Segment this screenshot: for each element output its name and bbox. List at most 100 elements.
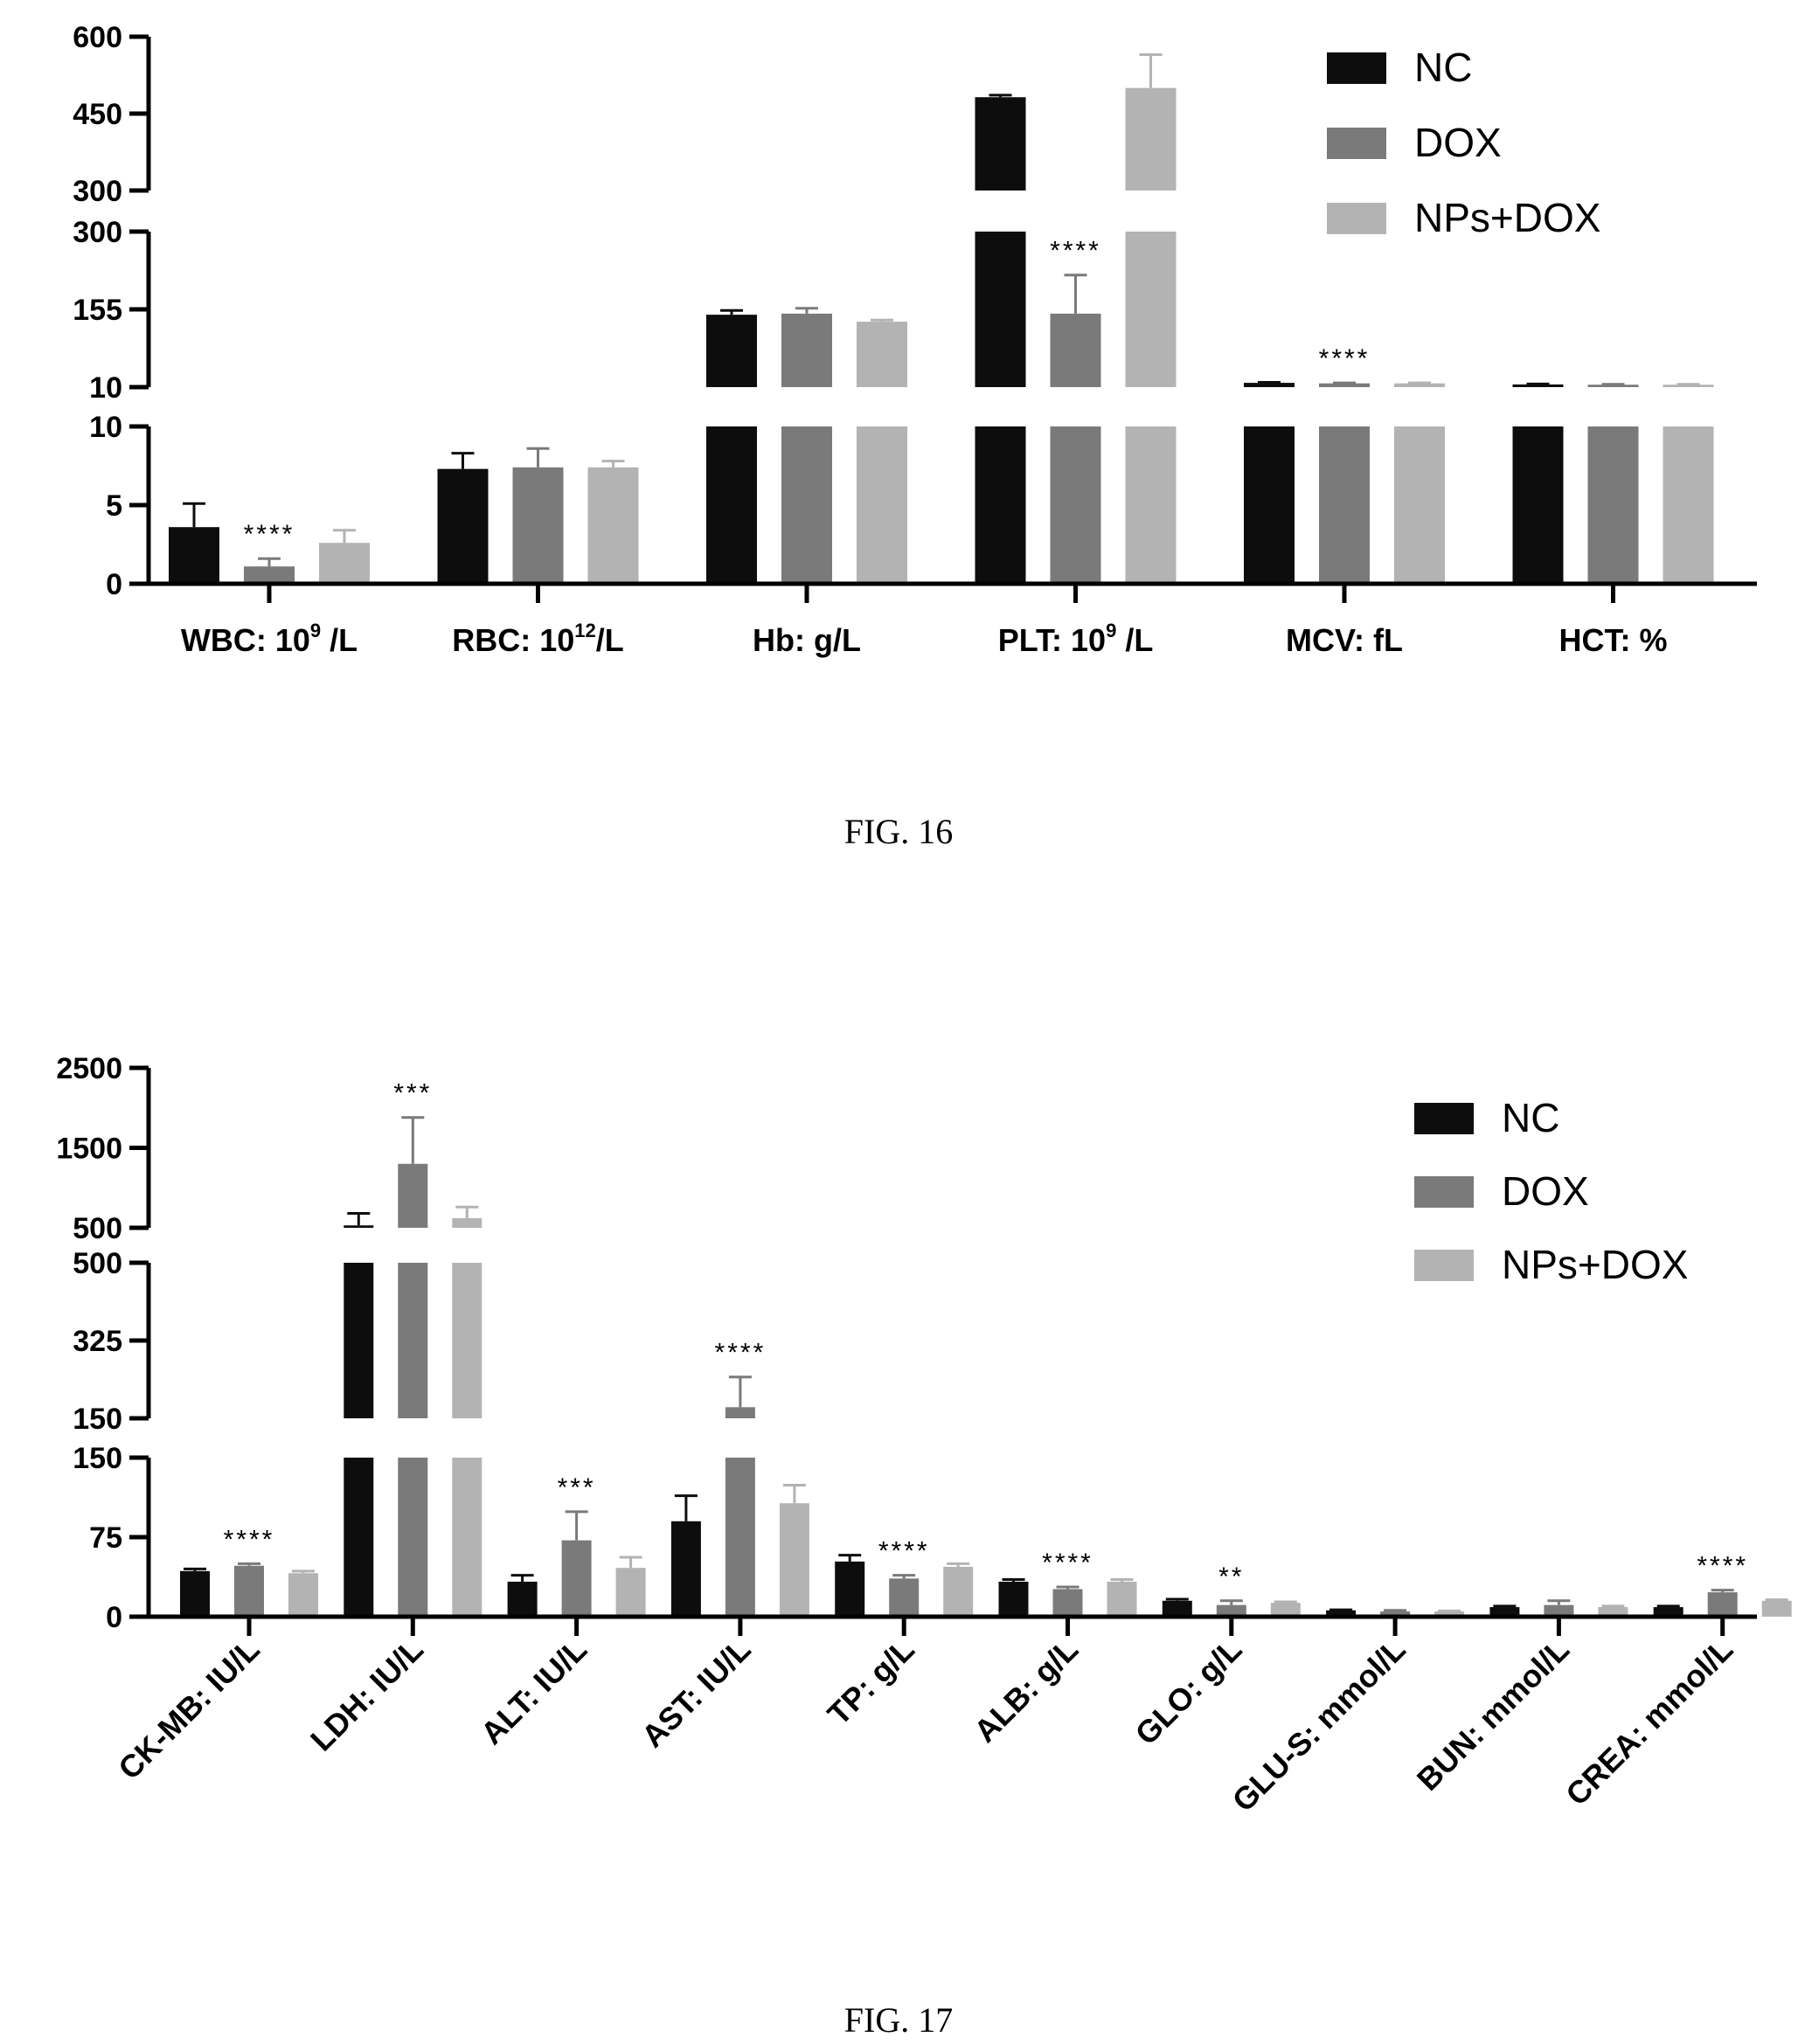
significance-marker: **** <box>1319 344 1371 373</box>
x-category-label: MCV: fL <box>1286 622 1403 658</box>
bar-fig17-c1-s2 <box>452 1263 482 1418</box>
significance-marker: **** <box>244 520 295 549</box>
legend-label: NC <box>1502 1095 1559 1140</box>
bar-fig17-c3-s1 <box>725 1458 755 1617</box>
bar-fig17-c1-s1 <box>398 1163 428 1228</box>
y-tick-label: 1500 <box>56 1133 122 1166</box>
bar-fig16-c2-s1 <box>781 426 832 584</box>
bar-fig17-c5-s1 <box>1052 1589 1083 1617</box>
y-tick-label: 0 <box>106 1601 122 1634</box>
bar-fig17-c3-s0 <box>670 1521 701 1617</box>
bar-fig17-c1-s2 <box>452 1218 482 1228</box>
legend-label: DOX <box>1414 120 1502 165</box>
bar-fig16-c3-s2 <box>1125 87 1177 191</box>
significance-marker: *** <box>393 1079 432 1108</box>
bar-fig17-c6-s0 <box>1162 1600 1192 1617</box>
bar-fig16-c3-s0 <box>975 426 1026 584</box>
bar-fig16-c5-s2 <box>1663 385 1714 387</box>
x-category-label: HCT: % <box>1559 622 1668 658</box>
bar-fig17-c1-s2 <box>452 1458 482 1617</box>
x-category-label: LDH: IU/L <box>303 1632 430 1758</box>
bar-fig16-c5-s0 <box>1512 426 1564 584</box>
legend-label: NPs+DOX <box>1502 1242 1688 1287</box>
bar-fig17-c7-s0 <box>1326 1610 1357 1617</box>
y-tick-label: 600 <box>73 21 122 54</box>
legend-swatch <box>1327 203 1386 234</box>
bar-fig16-c5-s1 <box>1587 385 1639 387</box>
y-tick-label: 150 <box>73 1442 122 1475</box>
bar-fig16-c0-s0 <box>169 527 219 584</box>
legend-swatch <box>1327 52 1386 84</box>
bar-fig16-c4-s1 <box>1319 426 1370 584</box>
bar-fig16-c5-s1 <box>1587 426 1639 584</box>
bar-fig16-c3-s2 <box>1125 232 1177 387</box>
x-category-label: BUN: mmol/L <box>1410 1632 1576 1798</box>
bar-fig17-c9-s1 <box>1707 1592 1738 1617</box>
bar-fig17-c0-s1 <box>234 1565 264 1617</box>
bar-fig17-c9-s2 <box>1761 1600 1792 1617</box>
bar-fig17-c3-s2 <box>779 1503 809 1617</box>
figure-caption: FIG. 17 <box>844 2000 953 2040</box>
bar-fig16-c2-s2 <box>857 322 907 387</box>
bar-fig16-c4-s0 <box>1244 383 1295 387</box>
bar-fig17-c1-s0 <box>344 1458 374 1617</box>
significance-marker: **** <box>224 1525 275 1554</box>
y-tick-label: 0 <box>106 568 122 601</box>
significance-marker: **** <box>715 1339 767 1368</box>
bar-fig16-c4-s2 <box>1394 383 1445 387</box>
bar-fig16-c3-s1 <box>1050 426 1101 584</box>
x-category-label: TP: g/L <box>821 1632 921 1732</box>
legend-swatch <box>1414 1103 1474 1134</box>
significance-marker: **** <box>878 1537 930 1566</box>
chart-fig17: ****************** **** ** ****075150150325… <box>56 1052 1792 2040</box>
bar-fig16-c2-s2 <box>857 426 907 584</box>
x-category-label: GLU-S: mmol/L <box>1225 1632 1413 1819</box>
x-category-label: AST: IU/L <box>635 1632 758 1755</box>
bar-fig16-c1-s0 <box>437 468 489 584</box>
bar-fig16-c3-s1 <box>1050 313 1101 387</box>
y-tick-label: 150 <box>73 1403 122 1436</box>
figure-caption: FIG. 16 <box>844 812 953 851</box>
y-tick-label: 5 <box>106 489 122 523</box>
legend-label: NPs+DOX <box>1414 195 1600 240</box>
x-category-label: ALT: IU/L <box>474 1632 594 1751</box>
bar-fig17-c8-s0 <box>1489 1607 1520 1617</box>
bar-fig17-c2-s2 <box>615 1568 646 1617</box>
x-category-label: ALB: g/L <box>967 1632 1085 1750</box>
bar-fig16-c4-s2 <box>1394 426 1445 584</box>
bar-fig17-c6-s2 <box>1270 1603 1301 1617</box>
bar-fig17-c2-s1 <box>561 1540 592 1617</box>
bar-fig17-c4-s1 <box>889 1578 920 1617</box>
bar-fig17-c4-s2 <box>943 1566 974 1617</box>
bar-fig17-c8-s2 <box>1598 1607 1628 1617</box>
bar-fig17-c1-s0 <box>344 1225 374 1228</box>
bar-fig16-c1-s1 <box>512 467 564 584</box>
bar-fig16-c2-s0 <box>706 426 757 584</box>
significance-marker: **** <box>1697 1552 1748 1581</box>
chart-fig16: **** **** **** 0 5 10 10 155 300 300 450 600 WBC: 10… <box>73 21 1757 851</box>
significance-marker: *** <box>558 1473 596 1502</box>
bar-fig17-c1-s1 <box>398 1263 428 1418</box>
bar-fig16-c2-s1 <box>781 313 832 387</box>
legend-label: NC <box>1414 45 1472 90</box>
bar-fig16-c5-s0 <box>1512 384 1564 387</box>
x-category-label: CREA: mmol/L <box>1558 1632 1739 1812</box>
bar-fig17-c5-s2 <box>1107 1581 1137 1617</box>
x-category-label: PLT: 109 /L <box>998 620 1154 658</box>
significance-marker: **** <box>1042 1549 1093 1577</box>
y-tick-label: 450 <box>73 98 122 131</box>
x-category-label: CK-MB: IU/L <box>111 1632 266 1786</box>
bar-fig16-c5-s2 <box>1663 426 1714 584</box>
y-tick-label: 10 <box>89 411 122 444</box>
bar-fig17-c8-s1 <box>1544 1604 1574 1617</box>
y-tick-label: 75 <box>89 1521 122 1555</box>
bar-fig16-c4-s1 <box>1319 383 1370 387</box>
bar-fig17-c5-s0 <box>998 1581 1029 1617</box>
bar-fig17-c0-s0 <box>180 1570 210 1617</box>
legend-label: DOX <box>1502 1168 1589 1214</box>
significance-marker: **** <box>1050 237 1101 266</box>
bar-fig16-c3-s0 <box>975 232 1026 387</box>
x-category-label: GLO: g/L <box>1128 1632 1249 1752</box>
y-tick-label: 325 <box>73 1325 122 1358</box>
